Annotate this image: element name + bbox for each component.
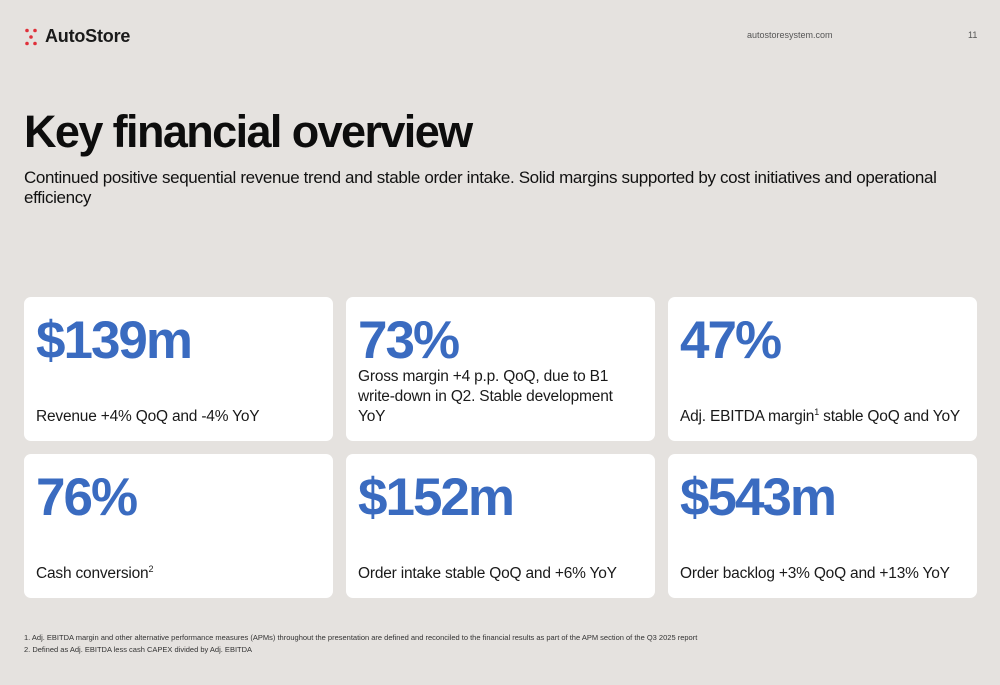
- page-title: Key financial overview: [24, 106, 473, 157]
- kpi-value: $152m: [358, 468, 515, 527]
- footnote-1: 1. Adj. EBITDA margin and other alternat…: [24, 633, 698, 642]
- kpi-card-order-backlog: $543m Order backlog +3% QoQ and +13% YoY: [668, 454, 977, 598]
- kpi-grid: $139m Revenue +4% QoQ and -4% YoY 73% Gr…: [24, 297, 977, 598]
- website-url: autostoresystem.com: [747, 30, 833, 40]
- kpi-value: 73%: [358, 311, 460, 370]
- footnote-2: 2. Defined as Adj. EBITDA less cash CAPE…: [24, 645, 253, 654]
- footnote-ref: 2: [148, 563, 154, 574]
- logo-text: AutoStore: [45, 26, 131, 46]
- kpi-value: $139m: [36, 311, 193, 370]
- page-subtitle: Continued positive sequential revenue tr…: [24, 168, 937, 207]
- kpi-value: 47%: [680, 311, 782, 370]
- kpi-description: Cash conversion2: [36, 563, 154, 582]
- kpi-description: Adj. EBITDA margin1 stable QoQ and YoY: [680, 406, 961, 425]
- kpi-card-ebitda-margin: 47% Adj. EBITDA margin1 stable QoQ and Y…: [668, 297, 977, 441]
- kpi-description: Order intake stable QoQ and +6% YoY: [358, 565, 617, 582]
- kpi-description: Gross margin +4 p.p. QoQ, due to B1 writ…: [358, 368, 613, 425]
- kpi-card-gross-margin: 73% Gross margin +4 p.p. QoQ, due to B1 …: [346, 297, 655, 441]
- kpi-value: $543m: [680, 468, 837, 527]
- kpi-description: Order backlog +3% QoQ and +13% YoY: [680, 565, 950, 582]
- footnotes: 1. Adj. EBITDA margin and other alternat…: [24, 632, 697, 656]
- page-number: 11: [968, 30, 978, 40]
- kpi-card-order-intake: $152m Order intake stable QoQ and +6% Yo…: [346, 454, 655, 598]
- autostore-dots-icon: [25, 28, 37, 45]
- kpi-value: 76%: [36, 468, 138, 527]
- footnote-ref: 1: [814, 406, 820, 417]
- kpi-card-cash-conversion: 76% Cash conversion2: [24, 454, 333, 598]
- kpi-description: Revenue +4% QoQ and -4% YoY: [36, 408, 260, 425]
- kpi-card-revenue: $139m Revenue +4% QoQ and -4% YoY: [24, 297, 333, 441]
- autostore-logo: AutoStore: [24, 26, 130, 47]
